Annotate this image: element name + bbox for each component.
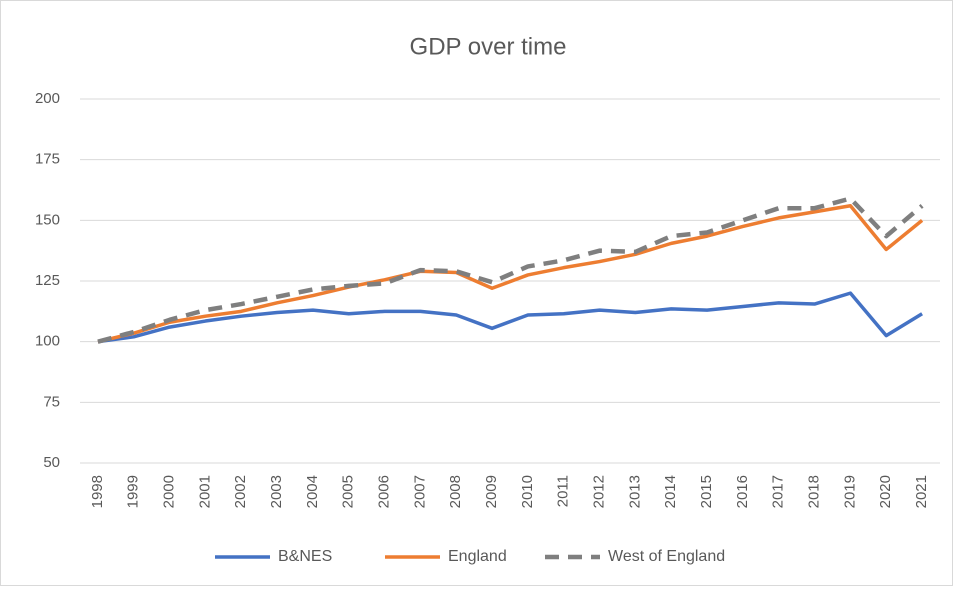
y-tick-label: 50 (43, 454, 60, 471)
y-tick-label: 150 (35, 211, 60, 228)
y-tick-label: 175 (35, 151, 60, 168)
chart-title: GDP over time (410, 33, 567, 60)
x-tick-label: 2000 (161, 475, 178, 508)
x-tick-label: 2001 (196, 475, 213, 508)
x-tick-label: 2011 (555, 475, 572, 507)
x-tick-label: 1998 (89, 475, 106, 508)
y-tick-label: 200 (35, 90, 60, 107)
x-tick-label: 2012 (591, 475, 608, 508)
legend-label: England (448, 548, 507, 565)
x-tick-label: 2005 (340, 475, 357, 508)
x-tick-label: 2013 (626, 475, 643, 508)
series-line (97, 291, 923, 344)
legend-label: West of England (608, 548, 725, 565)
x-tick-label: 2020 (877, 475, 894, 508)
y-tick-label: 75 (43, 393, 60, 410)
x-tick-label: 2004 (304, 475, 321, 508)
series-line (97, 196, 924, 344)
x-tick-label: 2008 (447, 475, 464, 508)
x-tick-label: 2014 (662, 475, 679, 508)
x-tick-label: 2017 (770, 475, 787, 508)
x-tick-label: 1999 (125, 475, 142, 508)
x-tick-label: 2021 (913, 475, 930, 508)
x-tick-label: 2016 (734, 475, 751, 508)
series-line (97, 204, 924, 344)
x-tick-label: 2019 (841, 475, 858, 508)
x-tick-label: 2015 (698, 475, 715, 508)
x-tick-label: 2006 (376, 475, 393, 508)
x-tick-label: 2007 (411, 475, 428, 508)
x-tick-label: 2002 (232, 475, 249, 508)
x-tick-label: 2018 (806, 475, 823, 508)
x-tick-label: 2009 (483, 475, 500, 508)
y-tick-label: 100 (35, 333, 60, 350)
y-tick-label: 125 (35, 272, 60, 289)
x-tick-label: 2003 (268, 475, 285, 508)
legend-label: B&NES (278, 548, 332, 565)
x-tick-label: 2010 (519, 475, 536, 508)
